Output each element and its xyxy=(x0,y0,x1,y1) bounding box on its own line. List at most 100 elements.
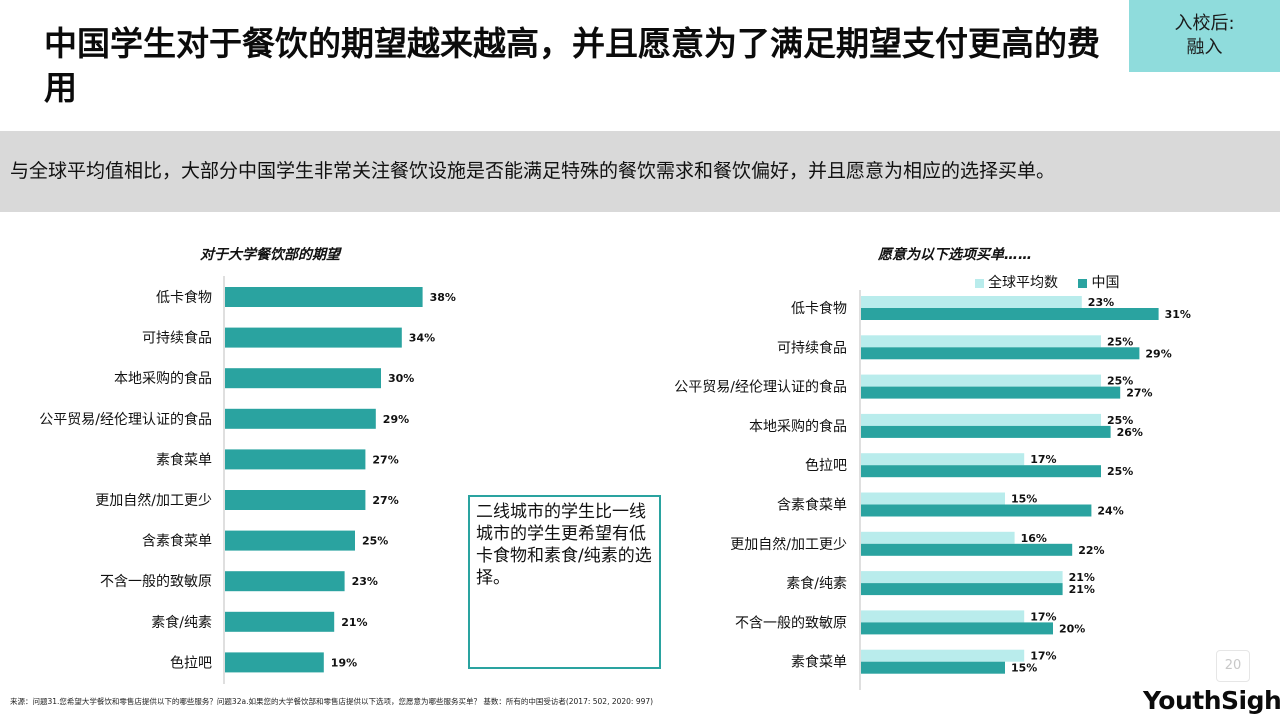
legend-label-china: 中国 xyxy=(1091,275,1120,291)
left-bar xyxy=(225,408,376,429)
right-chart-legend: 全球平均数 中国 xyxy=(975,272,1135,292)
right-category-label: 本地采购的食品 xyxy=(749,418,847,435)
left-category-label: 素食菜单 xyxy=(156,451,212,468)
right-bar-global xyxy=(861,649,1025,662)
brand-logo: YouthSight xyxy=(1143,686,1280,715)
right-category-label: 更加自然/加工更少 xyxy=(730,536,847,553)
left-category-label: 低卡食物 xyxy=(156,289,212,306)
right-bar-china xyxy=(861,465,1101,478)
right-category-label: 色拉吧 xyxy=(805,457,847,474)
right-value-label-global: 17% xyxy=(1030,453,1056,466)
left-bar xyxy=(225,571,345,592)
left-bar xyxy=(225,490,366,510)
legend-swatch-global xyxy=(975,278,984,288)
legend-label-global: 全球平均数 xyxy=(988,275,1058,291)
left-value-label: 25% xyxy=(362,535,388,548)
right-value-label-china: 27% xyxy=(1126,387,1152,400)
right-category-label: 素食菜单 xyxy=(791,654,847,671)
legend-swatch-china xyxy=(1078,278,1088,288)
right-category-label: 素食/纯素 xyxy=(786,575,847,592)
right-value-label-global: 15% xyxy=(1011,493,1037,506)
left-bar xyxy=(225,449,366,470)
right-value-label-china: 25% xyxy=(1107,465,1133,478)
left-chart: 低卡食物 38% 可持续食品 34% 本地采购的食品 30% 公平贸易/经伦理认证的食品 29… xyxy=(39,276,456,684)
left-bar xyxy=(225,611,335,632)
right-value-label-global: 23% xyxy=(1088,296,1114,309)
right-chart-title: 愿意为以下选项买单…… xyxy=(878,247,1032,263)
right-bar-china xyxy=(861,425,1111,438)
right-bar-global xyxy=(861,531,1015,544)
right-category-label: 低卡食物 xyxy=(791,300,847,317)
right-bar-global xyxy=(861,296,1082,308)
right-value-label-china: 22% xyxy=(1078,544,1104,557)
right-bar-global xyxy=(861,413,1101,426)
right-value-label-global: 25% xyxy=(1107,414,1133,427)
left-category-label: 不含一般的致敏原 xyxy=(100,574,212,590)
right-value-label-china: 20% xyxy=(1059,622,1085,635)
left-bar xyxy=(225,530,355,551)
left-value-label: 38% xyxy=(430,291,456,304)
right-bar-global xyxy=(861,492,1005,505)
right-bar-china xyxy=(861,583,1063,596)
source-note: 来源：问题31.您希望大学餐饮和零售店提供以下的哪些服务？问题32a.如果您的大… xyxy=(10,697,654,706)
right-value-label-china: 26% xyxy=(1117,426,1143,439)
right-bar-china xyxy=(861,504,1092,517)
left-category-label: 本地采购的食品 xyxy=(114,370,212,387)
left-category-label: 可持续食品 xyxy=(142,330,212,347)
right-chart: 23%31%低卡食物25%29%可持续食品25%27%公平贸易/经伦理认证的食品… xyxy=(674,290,1191,690)
right-category-label: 不含一般的致敏原 xyxy=(735,615,847,631)
right-bar-global xyxy=(861,374,1101,387)
left-category-label: 公平贸易/经伦理认证的食品 xyxy=(39,411,212,428)
right-value-label-global: 25% xyxy=(1107,375,1133,388)
section-tag: 入校后: 融入 xyxy=(1129,0,1280,72)
left-bar xyxy=(225,287,423,307)
left-value-label: 29% xyxy=(383,413,409,426)
right-bar-china xyxy=(861,543,1073,556)
right-value-label-china: 15% xyxy=(1011,662,1037,675)
right-bar-global xyxy=(861,571,1063,584)
callout-box: 二线城市的学生比一线城市的学生更希望有低卡食物和素食/纯素的选择。 xyxy=(468,495,661,669)
left-category-label: 更加自然/加工更少 xyxy=(95,492,212,509)
left-bar xyxy=(225,652,324,673)
legend-item-china: 中国 xyxy=(1078,272,1119,292)
section-tag-line1: 入校后: xyxy=(1174,13,1235,34)
right-value-label-global: 21% xyxy=(1069,571,1095,584)
left-value-label: 19% xyxy=(331,656,357,669)
right-value-label-global: 16% xyxy=(1021,532,1047,545)
right-bar-china xyxy=(861,622,1053,635)
right-bar-global xyxy=(861,335,1101,348)
left-category-label: 色拉吧 xyxy=(170,654,212,671)
right-value-label-china: 21% xyxy=(1069,583,1095,596)
right-value-label-global: 17% xyxy=(1030,610,1056,623)
right-value-label-china: 29% xyxy=(1145,347,1171,360)
left-category-label: 含素食菜单 xyxy=(142,533,212,550)
page-title: 中国学生对于餐饮的期望越来越高，并且愿意为了满足期望支付更高的费用 xyxy=(44,24,1100,107)
page-number: 20 xyxy=(1216,650,1250,682)
left-value-label: 21% xyxy=(341,616,367,629)
legend-item-global: 全球平均数 xyxy=(975,272,1058,292)
left-category-label: 素食/纯素 xyxy=(151,614,212,631)
right-bar-global xyxy=(861,610,1025,623)
right-value-label-global: 25% xyxy=(1107,335,1133,348)
subtitle: 与全球平均值相比，大部分中国学生非常关注餐饮设施是否能满足特殊的餐饮需求和餐饮偏… xyxy=(10,160,1056,182)
left-value-label: 34% xyxy=(409,332,435,345)
right-value-label-china: 31% xyxy=(1165,308,1191,321)
left-value-label: 30% xyxy=(388,372,414,385)
right-category-label: 公平贸易/经伦理认证的食品 xyxy=(674,379,847,396)
right-bar-china xyxy=(861,386,1121,399)
right-category-label: 含素食菜单 xyxy=(777,497,847,514)
left-chart-title: 对于大学餐饮部的期望 xyxy=(200,247,340,263)
right-value-label-global: 17% xyxy=(1030,650,1056,663)
left-value-label: 23% xyxy=(352,575,378,588)
left-value-label: 27% xyxy=(372,494,398,507)
right-bar-china xyxy=(861,308,1159,320)
right-bar-china xyxy=(861,347,1140,360)
left-value-label: 27% xyxy=(372,453,398,466)
left-bar xyxy=(225,327,402,348)
right-bar-china xyxy=(861,661,1005,674)
right-category-label: 可持续食品 xyxy=(777,339,847,356)
section-tag-line2: 融入 xyxy=(1186,37,1223,58)
left-bar xyxy=(225,368,381,389)
subtitle-band: 与全球平均值相比，大部分中国学生非常关注餐饮设施是否能满足特殊的餐饮需求和餐饮偏… xyxy=(0,131,1280,212)
right-value-label-china: 24% xyxy=(1097,505,1123,518)
